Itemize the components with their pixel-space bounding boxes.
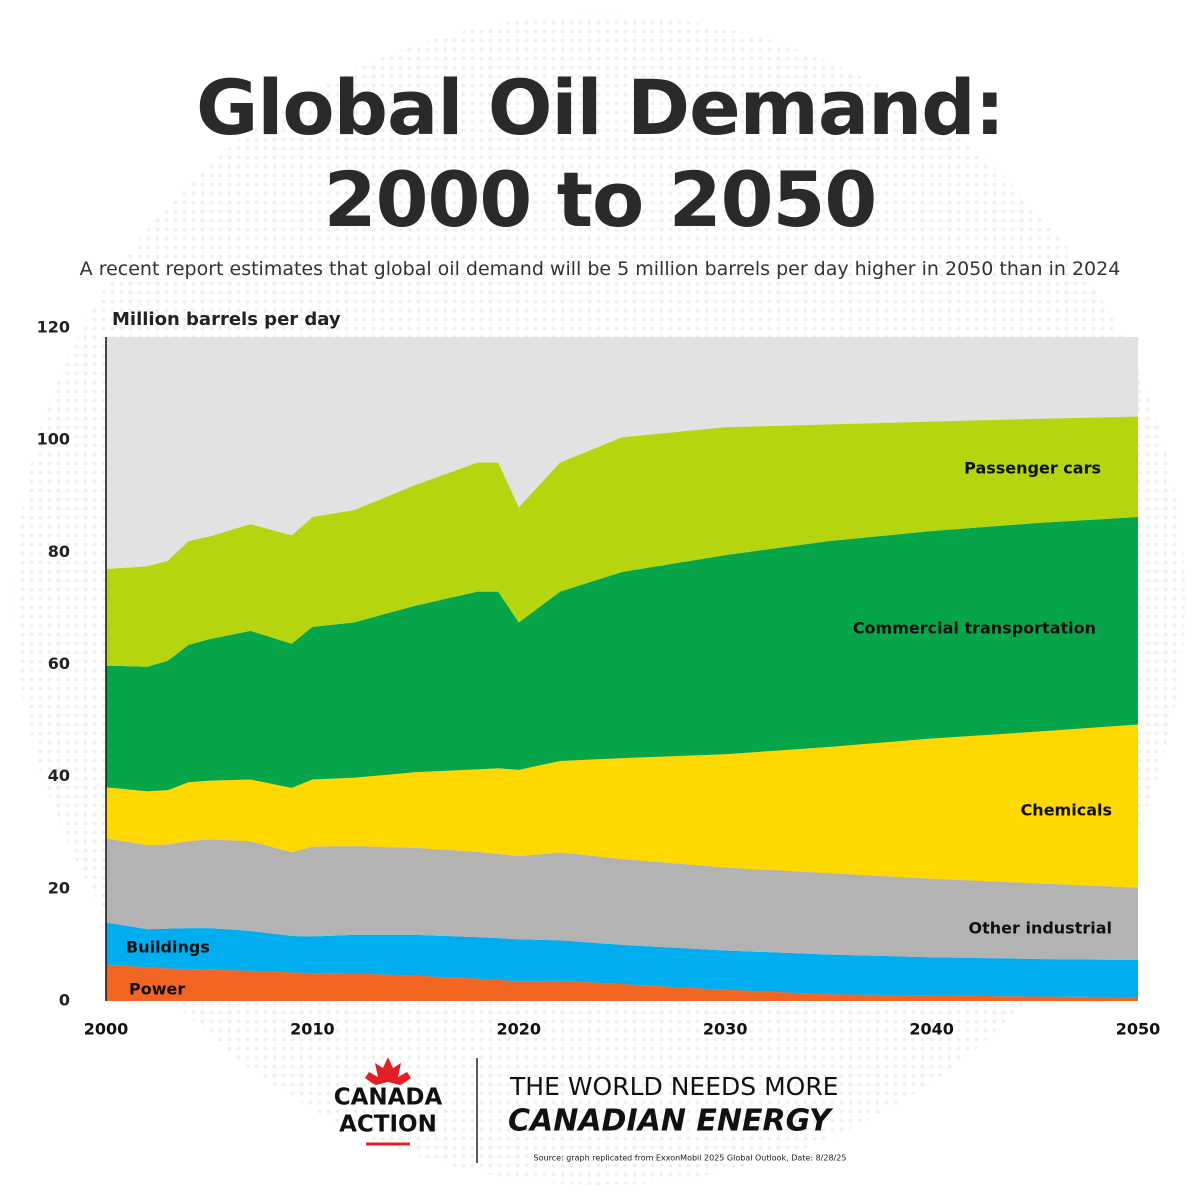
brand: CANADA <box>334 1085 443 1111</box>
x-tick-label: 2020 <box>497 1020 542 1039</box>
series-label: Power <box>129 980 185 999</box>
x-tick-label: 2040 <box>909 1020 954 1039</box>
y-tick-label: 100 <box>37 430 70 449</box>
series-label: Commercial transportation <box>853 619 1096 638</box>
chart-title: Global Oil Demand: 2000 to 2050 <box>195 63 1005 244</box>
y-tick-label: 20 <box>48 878 70 897</box>
chart-subtitle: A recent report estimates that global oi… <box>79 258 1121 280</box>
slogan: CANADIAN ENERGY <box>508 1104 834 1139</box>
area <box>106 517 1138 792</box>
slogan: THE WORLD NEEDS MORE <box>509 1072 838 1101</box>
y-tick-label: 120 <box>37 318 70 337</box>
maple-leaf <box>365 1057 411 1085</box>
series-label: Buildings <box>126 938 210 957</box>
plot: Power Buildings Other industrial Chemicals C… <box>37 318 1161 1039</box>
series-label: Other industrial <box>969 919 1113 938</box>
series-label: Chemicals <box>1021 801 1112 820</box>
y-tick-label: 60 <box>48 654 70 673</box>
footer: CANADA ACTION THE WORLD NEEDS MORE CANAD… <box>334 1057 847 1163</box>
area <box>106 416 1138 667</box>
x-tick-label: 2030 <box>703 1020 748 1039</box>
y-tick-label: 0 <box>59 991 70 1010</box>
brand: ACTION <box>339 1112 437 1138</box>
y-axis-label: Million barrels per day <box>112 309 341 330</box>
x-tick-label: 2050 <box>1116 1020 1161 1039</box>
x-tick-label: 2010 <box>290 1020 335 1039</box>
x-tick-label: 2000 <box>84 1020 129 1039</box>
area <box>106 964 1138 1001</box>
y-tick-label: 40 <box>48 766 70 785</box>
area <box>106 724 1138 888</box>
source: Source: graph replicated from ExxonMobil… <box>534 1154 847 1163</box>
series-label: Passenger cars <box>964 459 1101 478</box>
area <box>106 922 1138 998</box>
y-tick-label: 80 <box>48 542 70 561</box>
area <box>106 838 1138 961</box>
